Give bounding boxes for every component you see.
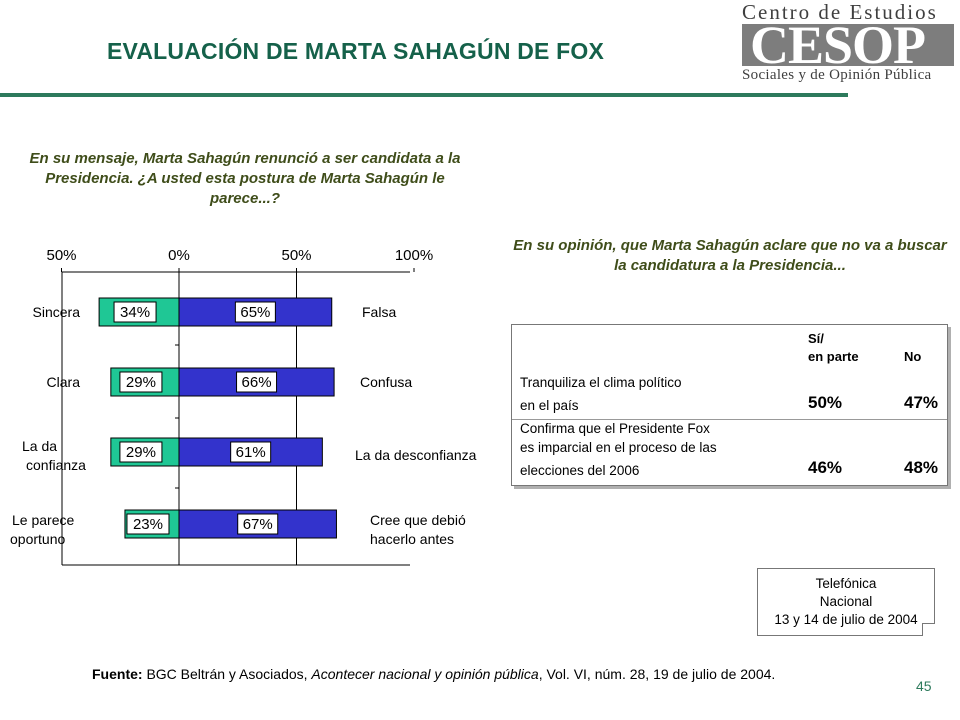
bar-positive-label: 29% <box>126 444 156 461</box>
category-label-left: confianza <box>26 457 86 473</box>
row1-line2: en el país <box>520 398 579 413</box>
row1-si-value: 50% <box>808 393 843 412</box>
bar-negative-label: 61% <box>236 444 266 461</box>
diverging-bar-chart: 50% 0% 50% 100% 34% 65% 29% 66% 29% 61% 23% 67% Sinc… <box>10 247 477 566</box>
row2-line2: es imparcial en el proceso de las <box>520 440 717 455</box>
footnote-publication: Acontecer nacional y opinión pública <box>311 666 539 682</box>
survey-source-box: Telefónica Nacional 13 y 14 de julio de … <box>757 568 935 636</box>
cesop-logo: Centro de Estudios CESOP Sociales y de O… <box>736 0 960 96</box>
bar-positive-label-box <box>119 371 163 393</box>
bar-negative-label-box <box>236 371 278 393</box>
bar-negative-label-box <box>230 441 272 463</box>
category-label-left: Sincera <box>33 304 81 320</box>
row1-no-value: 47% <box>904 393 939 412</box>
row2-no-value: 48% <box>904 458 939 477</box>
title-divider <box>0 93 848 97</box>
logo-bottom-text: Sociales y de Opinión Pública <box>742 67 932 83</box>
bar-negative-label-box <box>237 513 279 535</box>
col-header-no: No <box>904 349 922 364</box>
category-label-right: Cree que debió <box>370 512 466 528</box>
category-label-left: oportuno <box>10 531 65 547</box>
survey-method: Telefónica <box>815 576 877 591</box>
category-label-right: hacerlo antes <box>370 531 454 547</box>
bar-positive-label-box <box>126 513 170 535</box>
table-row-separator <box>512 419 947 420</box>
survey-scope: Nacional <box>819 594 873 609</box>
x-tick-label: 100% <box>395 247 433 264</box>
question-left: En su mensaje, Marta Sahagún renunció a … <box>29 150 461 207</box>
x-tick-label: 0% <box>168 247 190 264</box>
page-title: EVALUACIÓN DE MARTA SAHAGÚN DE FOX <box>107 38 605 64</box>
footnote: Fuente: BGC Beltrán y Asociados, Acontec… <box>92 666 775 682</box>
logo-band <box>742 24 954 66</box>
bar-negative-label: 65% <box>240 304 270 321</box>
bar-positive-label: 34% <box>120 304 150 321</box>
question-right: En su opinión, que Marta Sahagún aclare … <box>513 237 947 274</box>
row2-line1: Confirma que el Presidente Fox <box>520 421 710 436</box>
bar-positive-label-box <box>113 301 157 323</box>
survey-date: 13 y 14 de julio de 2004 <box>774 612 918 627</box>
footnote-label: Fuente: <box>92 666 143 682</box>
logo-top-text: Centro de Estudios <box>742 0 938 24</box>
category-label-right: La da desconfianza <box>355 447 477 463</box>
col-header-si: Sí/ <box>808 331 824 346</box>
bar-positive-label: 29% <box>126 374 156 391</box>
row2-line3: elecciones del 2006 <box>520 463 640 478</box>
x-tick-label: 50% <box>46 247 76 264</box>
bar-negative-label: 67% <box>243 516 273 533</box>
row1-line1: Tranquiliza el clima político <box>520 375 682 390</box>
logo-mark: CESOP <box>750 15 926 75</box>
footnote-text-1: BGC Beltrán y Asociados, <box>142 666 312 682</box>
category-label-right: Confusa <box>360 374 412 390</box>
row2-si-value: 46% <box>808 458 843 477</box>
category-label-left: La da <box>22 438 57 454</box>
bar-negative-label-box <box>234 301 276 323</box>
bar-positive-label: 23% <box>133 516 163 533</box>
page-fold-icon <box>922 623 935 636</box>
page-number: 45 <box>916 678 932 694</box>
opinion-table: Sí/ en parte No Tranquiliza el clima pol… <box>511 324 948 486</box>
col-header-si-2: en parte <box>808 349 859 364</box>
footnote-text-2: , Vol. VI, núm. 28, 19 de julio de 2004. <box>538 666 776 682</box>
category-label-left: Le parece <box>12 512 74 528</box>
bar-negative-label: 66% <box>242 374 272 391</box>
category-label-left: Clara <box>47 374 81 390</box>
bar-positive-label-box <box>119 441 163 463</box>
category-label-right: Falsa <box>362 304 396 320</box>
x-tick-label: 50% <box>281 247 311 264</box>
